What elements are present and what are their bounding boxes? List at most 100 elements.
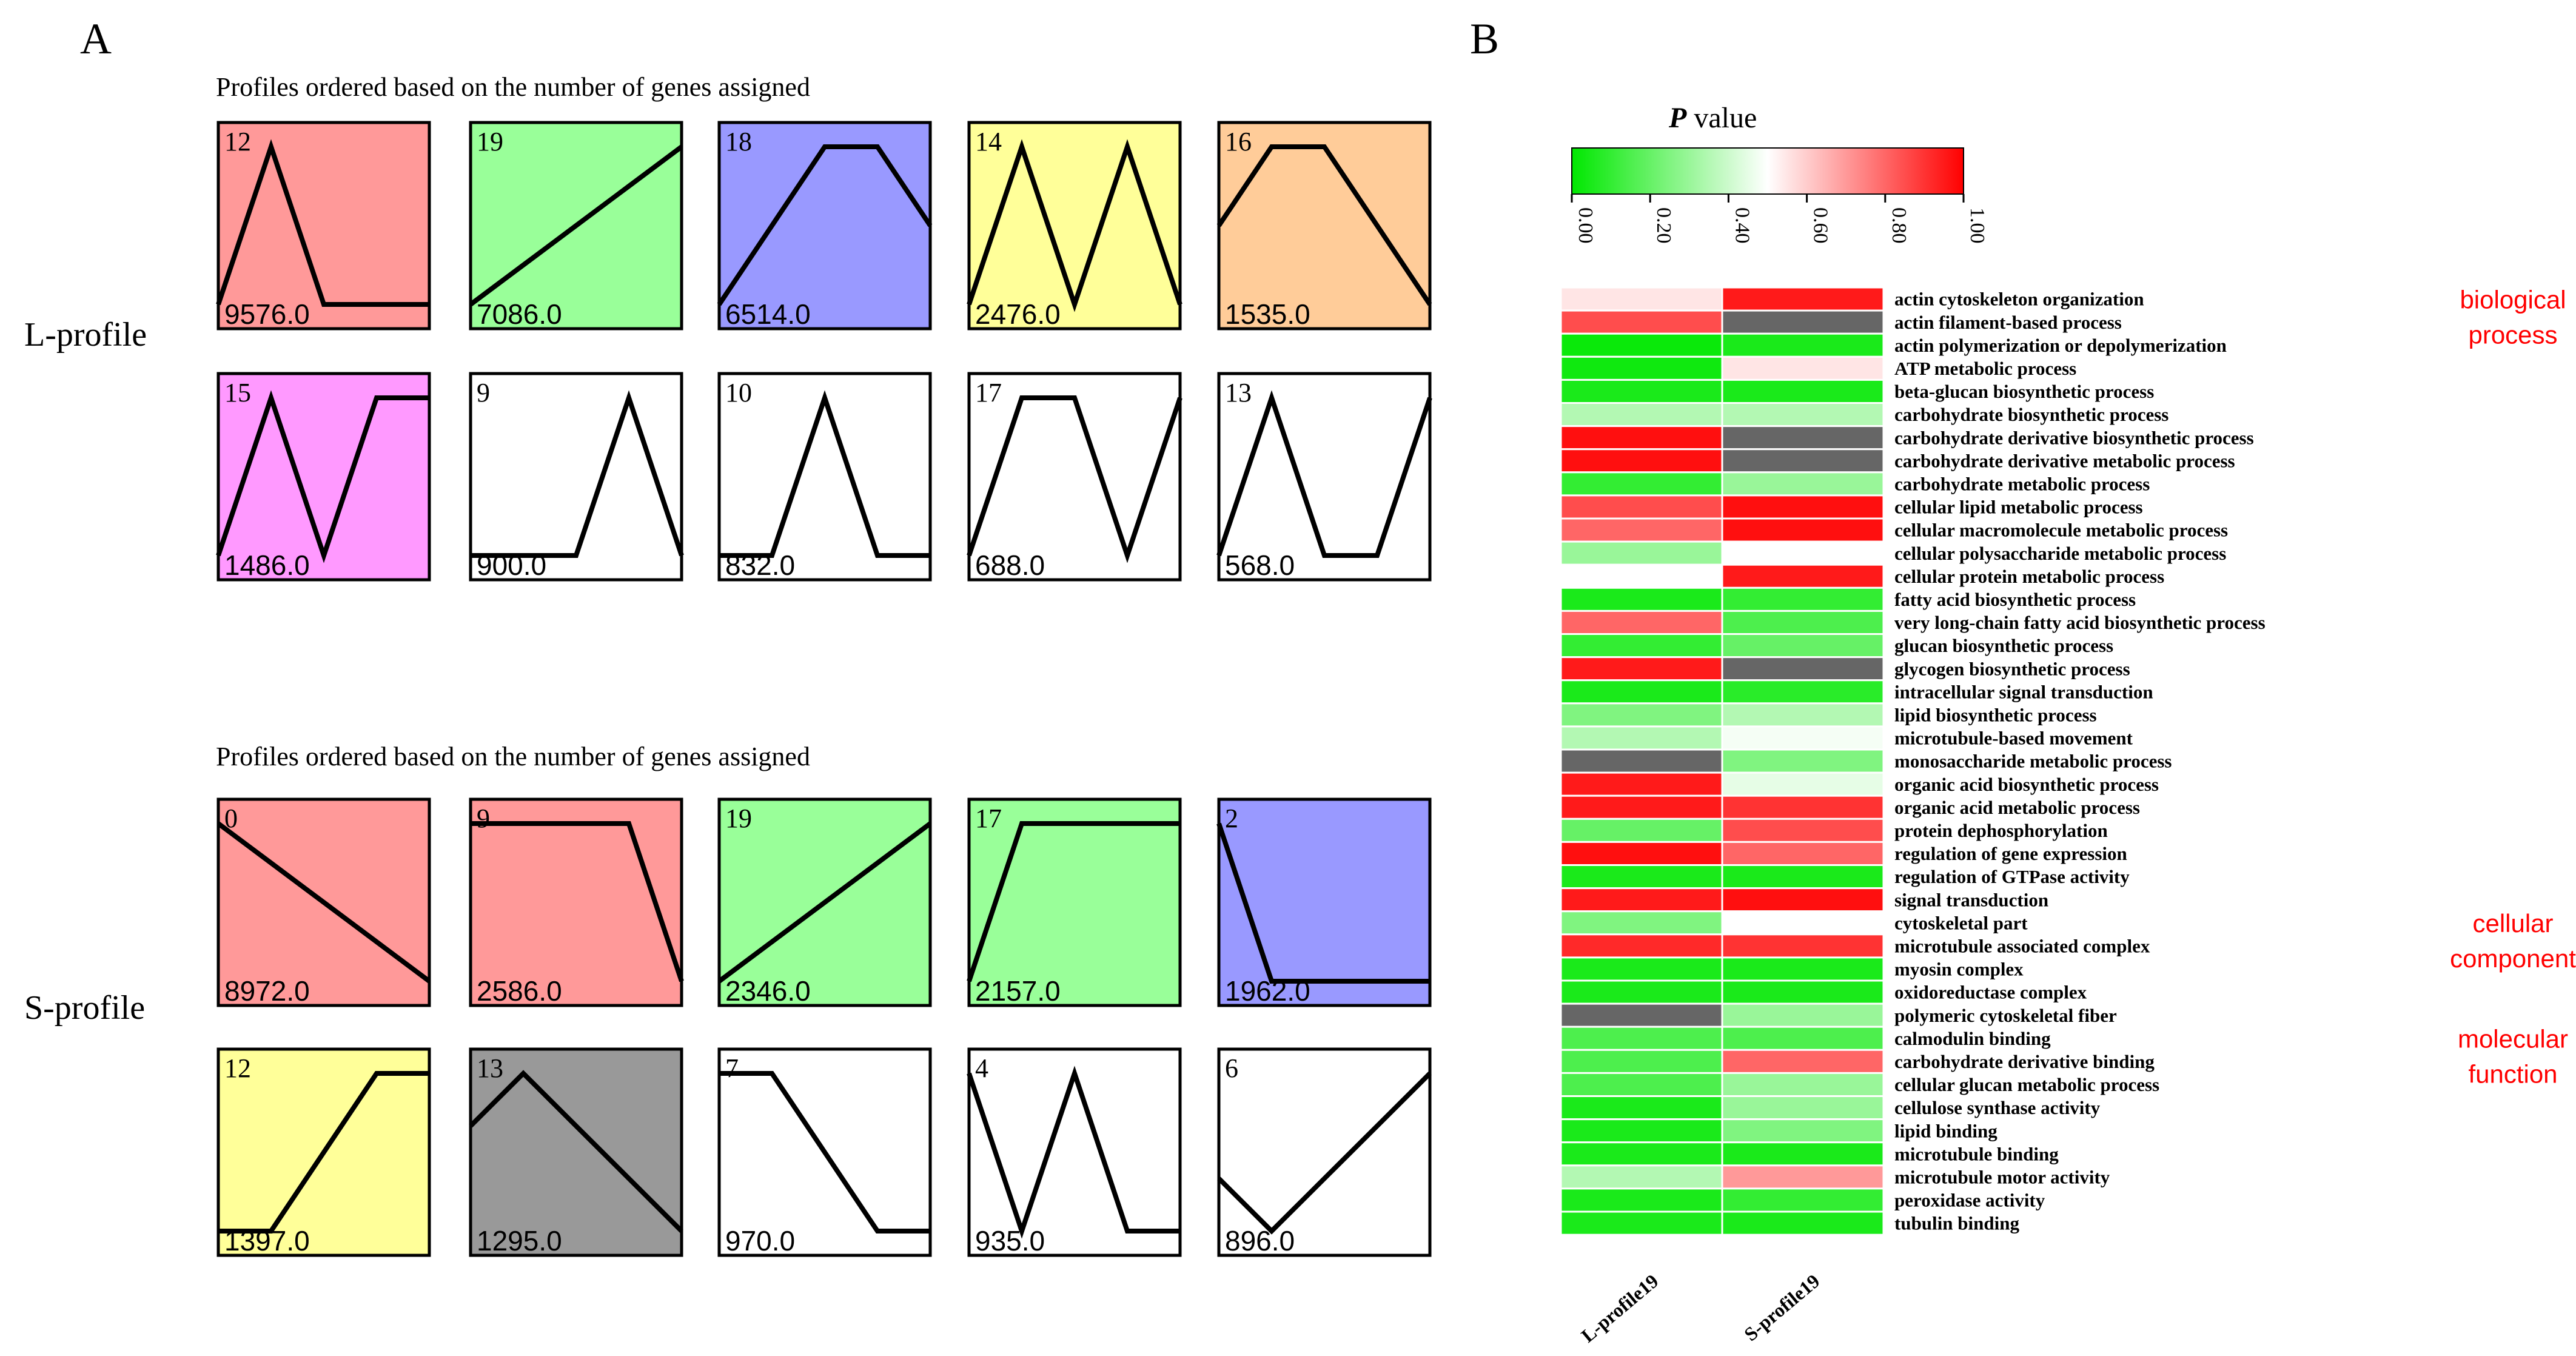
heatmap-row-label: cellular protein metabolic process — [1894, 566, 2164, 587]
heatmap-cell — [1721, 864, 1885, 890]
heatmap-cell — [1560, 448, 1723, 474]
profile-box: 12 1397.0 — [216, 1047, 431, 1257]
profile-id: 13 — [1225, 378, 1252, 408]
heatmap-cell — [1560, 1072, 1723, 1098]
profile-count: 2157.0 — [975, 975, 1061, 1007]
heatmap-cell — [1721, 1141, 1885, 1167]
profile-count: 832.0 — [725, 549, 795, 581]
profile-box-frame — [717, 372, 932, 582]
profile-box: 13 568.0 — [1216, 372, 1432, 582]
heatmap-cell — [1560, 841, 1723, 867]
profile-trend-line — [719, 1071, 930, 1233]
profile-box: 4 935.0 — [967, 1047, 1182, 1257]
profile-id: 19 — [477, 127, 503, 156]
profile-box-frame — [967, 121, 1182, 331]
heatmap-row-label: regulation of gene expression — [1894, 843, 2127, 864]
heatmap-cell — [1721, 355, 1885, 381]
profile-trend-line — [1216, 390, 1432, 558]
heatmap-row-label: ATP metabolic process — [1894, 358, 2076, 379]
heatmap-cell — [1721, 933, 1885, 959]
heatmap-cell — [1721, 378, 1885, 404]
profile-box-frame — [967, 1047, 1182, 1257]
heatmap-cell — [1560, 540, 1723, 566]
heatmap-row-label: cellulose synthase activity — [1894, 1097, 2101, 1118]
heatmap-cell — [1721, 586, 1885, 612]
heatmap-row-label: microtubule binding — [1894, 1143, 2059, 1164]
profile-id: 15 — [224, 378, 251, 408]
heatmap-cell — [1560, 887, 1723, 913]
heatmap-cell — [1560, 933, 1723, 959]
profile-id: 9 — [477, 378, 490, 408]
profile-count: 688.0 — [975, 549, 1045, 581]
heatmap-cell — [1560, 332, 1723, 358]
heatmap-cell — [1721, 471, 1885, 497]
heatmap-row-label: regulation of GTPase activity — [1894, 866, 2130, 887]
heatmap-cell — [1721, 332, 1885, 358]
profile-box-frame — [967, 372, 1182, 582]
heatmap-cell — [1560, 286, 1723, 312]
profile-count: 2586.0 — [477, 975, 562, 1007]
profile-box: 19 2346.0 — [717, 797, 932, 1007]
heatmap-cell — [1721, 448, 1885, 474]
profile-count: 1295.0 — [477, 1225, 562, 1257]
heatmap-row-label: glucan biosynthetic process — [1894, 635, 2113, 656]
heatmap-cell — [1560, 425, 1723, 451]
heatmap-panel: P value 0.00 0.20 0.40 0.60 0.80 1.00 actin cyt… — [1560, 102, 2576, 1346]
heatmap-category-label: molecular function — [2458, 1024, 2568, 1088]
heatmap-cell — [1721, 540, 1885, 566]
profile-box: 0 8972.0 — [216, 797, 431, 1007]
heatmap-row-label: carbohydrate derivative biosynthetic pro… — [1894, 427, 2254, 448]
heatmap-cell — [1721, 979, 1885, 1005]
heatmap-cell — [1721, 425, 1885, 451]
heatmap-cell — [1721, 1072, 1885, 1098]
profile-trend-line — [967, 395, 1182, 563]
heatmap-cell — [1721, 910, 1885, 936]
profile-trend-line — [967, 1066, 1180, 1239]
profile-group-label: S-profile — [24, 989, 145, 1027]
heatmap-cell — [1560, 1025, 1723, 1051]
profile-box: 7 970.0 — [717, 1047, 932, 1257]
heatmap-cell — [1721, 702, 1885, 728]
heatmap-cell — [1560, 979, 1723, 1005]
heatmap-cell — [1560, 725, 1723, 751]
profile-panels: Profiles ordered based on the number of … — [24, 72, 1432, 1257]
profile-box-frame — [469, 1047, 683, 1257]
profile-count: 935.0 — [975, 1225, 1045, 1257]
profile-id: 12 — [224, 127, 251, 156]
profile-count: 6514.0 — [725, 298, 811, 330]
heatmap-row-label: lipid biosynthetic process — [1894, 705, 2097, 726]
heatmap-cell — [1560, 794, 1723, 820]
profile-id: 13 — [477, 1053, 503, 1083]
profile-count: 2346.0 — [725, 975, 811, 1007]
profile-count: 970.0 — [725, 1225, 795, 1257]
heatmap-row-label: cellular glucan metabolic process — [1894, 1074, 2159, 1095]
colorbar-tick-label: 0.60 — [1810, 207, 1832, 244]
profile-trend-line — [216, 821, 431, 984]
heatmap-cell — [1560, 378, 1723, 404]
heatmap-cell — [1560, 402, 1723, 428]
heatmap-cell — [1560, 910, 1723, 936]
heatmap-row-label: calmodulin binding — [1894, 1028, 2051, 1049]
heatmap-cell — [1721, 1095, 1885, 1121]
heatmap-row-label: intracellular signal transduction — [1894, 681, 2153, 702]
heatmap-cell — [1721, 1164, 1885, 1190]
heatmap-cell — [1560, 817, 1723, 843]
profile-count: 1535.0 — [1225, 298, 1310, 330]
profile-box: 2 1962.0 — [1216, 797, 1432, 1007]
heatmap-cell — [1721, 609, 1885, 636]
heatmap-cell — [1560, 679, 1723, 705]
heatmap-cell — [1560, 471, 1723, 497]
profile-id: 17 — [975, 378, 1002, 408]
profile-trend-line — [1216, 144, 1432, 306]
profile-group-label: L-profile — [24, 316, 147, 354]
profile-id: 19 — [725, 804, 752, 833]
colorbar — [1571, 147, 1964, 195]
profile-trend-line — [469, 144, 683, 307]
profile-trend-line — [471, 821, 684, 982]
profile-id: 18 — [725, 127, 752, 156]
heatmap-row-label: carbohydrate derivative binding — [1894, 1051, 2155, 1072]
colorbar-title-p: P — [1668, 102, 1687, 134]
profile-count: 2476.0 — [975, 298, 1061, 330]
heatmap-cell — [1721, 1187, 1885, 1213]
profile-box: 16 1535.0 — [1216, 121, 1432, 331]
